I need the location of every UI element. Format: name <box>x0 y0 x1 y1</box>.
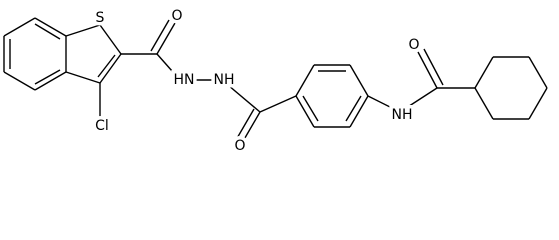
bond <box>474 56 494 89</box>
atom-label: Cl <box>95 118 109 134</box>
bond <box>3 71 36 91</box>
bond <box>417 51 438 89</box>
atom-label: NH <box>214 72 235 88</box>
atom-label: S <box>96 10 105 26</box>
double-bond <box>302 95 319 122</box>
bonds <box>3 17 548 144</box>
double-bond <box>34 23 61 40</box>
double-bond <box>423 48 444 86</box>
bond <box>399 87 438 113</box>
bond <box>295 95 315 128</box>
bond <box>349 95 369 128</box>
bond <box>221 79 261 113</box>
atom-labels: S Cl O HN NH O NH O <box>92 5 423 158</box>
bond <box>259 95 297 113</box>
atom-label: O <box>234 138 245 154</box>
bond <box>241 111 261 144</box>
double-bond <box>97 54 116 78</box>
bond <box>34 71 67 91</box>
bond <box>156 53 181 81</box>
bond <box>367 95 401 113</box>
double-bond <box>34 69 61 85</box>
bond <box>528 56 548 89</box>
bond <box>528 87 548 120</box>
double-bond <box>235 108 255 141</box>
bond <box>34 17 67 37</box>
molecule-diagram: S Cl O HN NH O NH O <box>3 5 548 158</box>
bond <box>349 64 369 97</box>
bond <box>295 64 315 97</box>
bond <box>474 87 494 120</box>
bond <box>99 24 122 55</box>
bond <box>99 53 122 84</box>
bond <box>3 17 36 37</box>
atom-label: NH <box>392 107 413 123</box>
bond <box>65 24 101 37</box>
bond <box>65 71 101 84</box>
double-bond <box>345 95 362 122</box>
bond <box>156 22 176 55</box>
atom-label: HN <box>174 72 195 88</box>
atom-label: O <box>408 37 419 53</box>
double-bond <box>150 19 170 52</box>
atom-label: O <box>171 8 182 24</box>
